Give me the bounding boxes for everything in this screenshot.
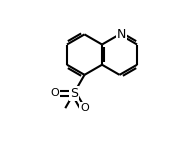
Text: O: O — [50, 88, 59, 98]
Text: O: O — [80, 103, 89, 113]
Text: N: N — [117, 28, 126, 41]
Text: S: S — [70, 87, 78, 100]
